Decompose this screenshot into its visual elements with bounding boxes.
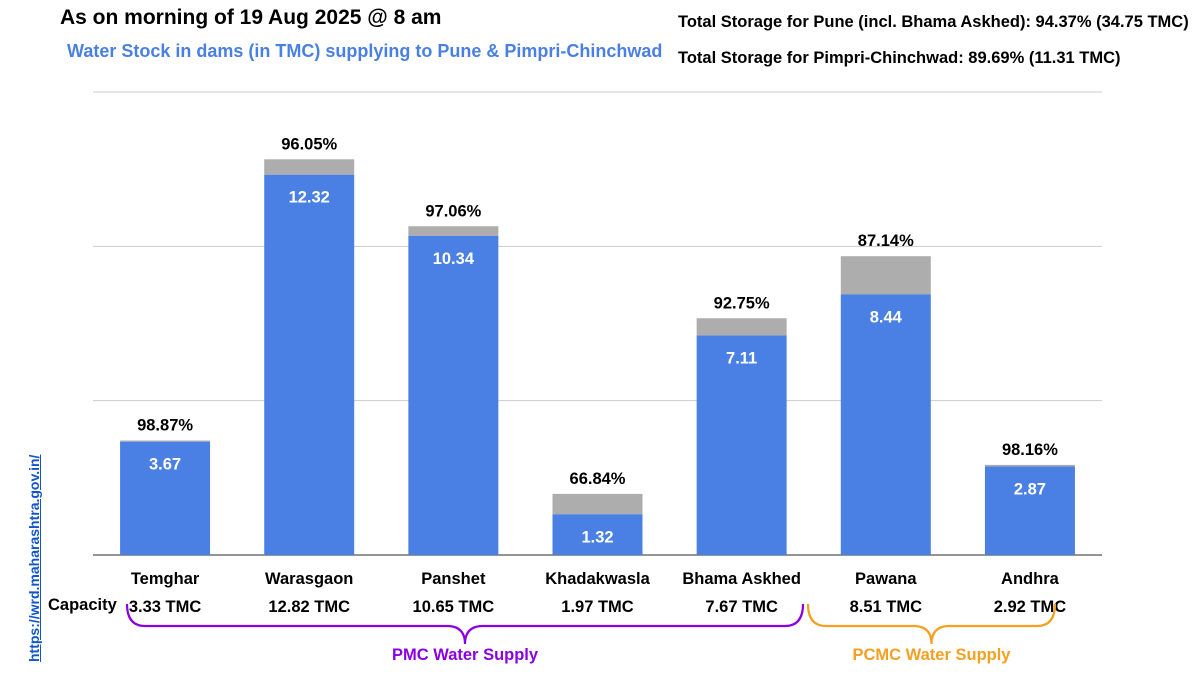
- capacity-value-label: 3.33 TMC: [129, 598, 202, 616]
- capacity-value-label: 12.82 TMC: [268, 598, 350, 616]
- pmc-supply-label: PMC Water Supply: [392, 646, 539, 664]
- dam-name-label: Pawana: [855, 570, 917, 588]
- water-stock-bar: [840, 294, 931, 555]
- capacity-value-label: 2.92 TMC: [994, 598, 1067, 616]
- stock-value-label: 1.32: [581, 528, 613, 546]
- percent-full-label: 96.05%: [281, 135, 337, 153]
- chart-title: As on morning of 19 Aug 2025 @ 8 am: [60, 6, 442, 29]
- percent-full-label: 92.75%: [714, 294, 770, 312]
- pmc-group-brace: [125, 603, 805, 645]
- stock-value-label: 8.44: [870, 308, 903, 326]
- percent-full-label: 87.14%: [858, 232, 914, 250]
- water-stock-bar: [552, 514, 643, 555]
- percent-full-label: 97.06%: [425, 202, 481, 220]
- water-stock-bar: [120, 441, 211, 555]
- percent-full-label: 98.16%: [1002, 441, 1058, 459]
- capacity-remaining-bar: [696, 318, 787, 336]
- capacity-remaining-bar: [264, 159, 355, 175]
- capacity-value-label: 10.65 TMC: [413, 598, 495, 616]
- capacity-remaining-bar: [408, 226, 499, 236]
- pcmc-supply-label: PCMC Water Supply: [852, 646, 1011, 664]
- capacity-value-label: 8.51 TMC: [850, 598, 923, 616]
- water-stock-bar: [984, 466, 1075, 555]
- capacity-remaining-bar: [120, 440, 211, 442]
- stock-value-label: 3.67: [149, 456, 181, 474]
- percent-full-label: 66.84%: [570, 470, 626, 488]
- capacity-row-label: Capacity: [48, 596, 117, 614]
- capacity-value-label: 1.97 TMC: [561, 598, 634, 616]
- capacity-value-label: 7.67 TMC: [705, 598, 778, 616]
- capacity-remaining-bar: [552, 493, 643, 515]
- water-stock-bar: [264, 174, 355, 556]
- dam-name-label: Warasgaon: [265, 570, 353, 588]
- capacity-remaining-bar: [984, 464, 1075, 467]
- stock-value-label: 10.34: [433, 250, 475, 268]
- water-stock-bar: [696, 335, 787, 555]
- stock-value-label: 2.87: [1014, 480, 1046, 498]
- dam-name-label: Panshet: [421, 570, 486, 588]
- percent-full-label: 98.87%: [137, 416, 193, 434]
- capacity-remaining-bar: [840, 256, 931, 295]
- dam-name-label: Andhra: [1001, 570, 1060, 588]
- dam-name-label: Bhama Askhed: [682, 570, 801, 588]
- stock-value-label: 7.11: [726, 350, 757, 368]
- pcmc-group-brace: [806, 603, 1057, 645]
- total-storage-pcmc: Total Storage for Pimpri-Chinchwad: 89.6…: [678, 49, 1121, 67]
- stock-value-label: 12.32: [289, 189, 330, 207]
- total-storage-pune: Total Storage for Pune (incl. Bhama Askh…: [678, 13, 1189, 31]
- dam-name-label: Temghar: [131, 570, 200, 588]
- water-stock-bar: [408, 235, 499, 555]
- chart-subtitle: Water Stock in dams (in TMC) supplying t…: [67, 41, 663, 61]
- dam-name-label: Khadakwasla: [545, 570, 650, 588]
